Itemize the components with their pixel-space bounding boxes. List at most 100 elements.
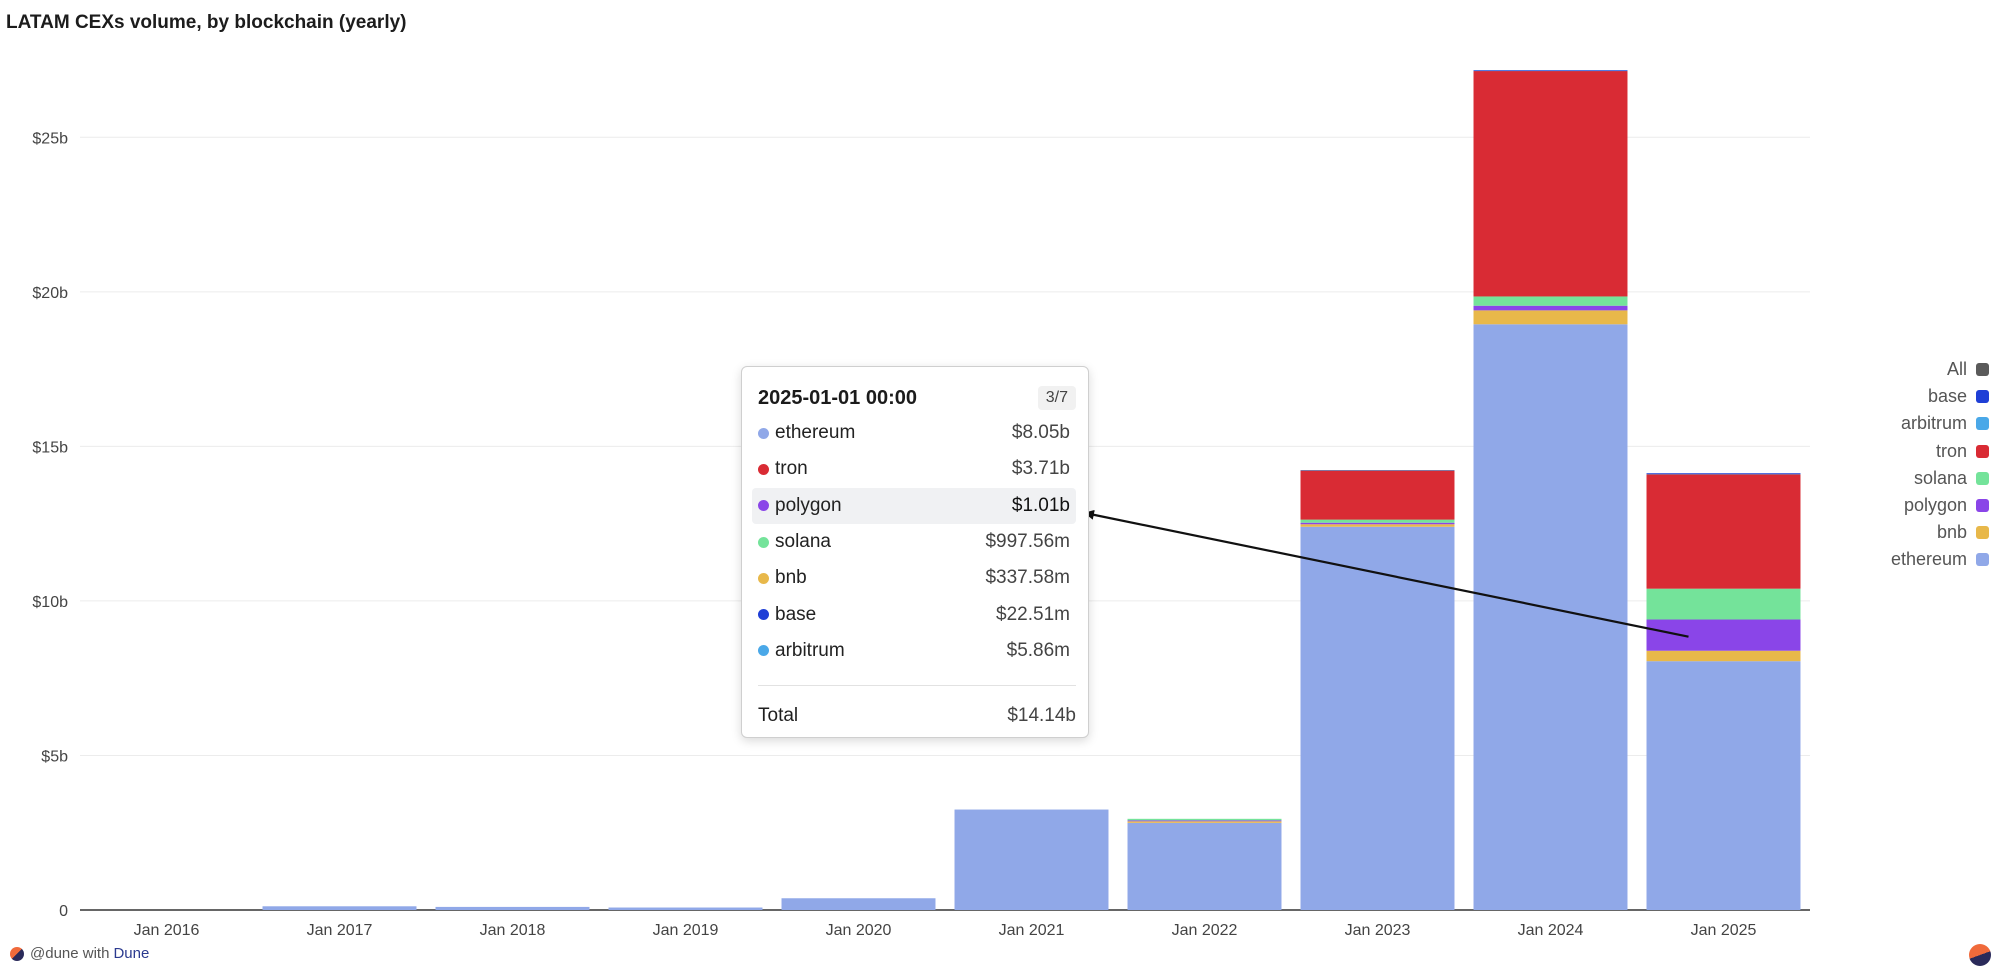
bar-segment-bnb[interactable] xyxy=(1300,524,1455,527)
bar-segment-bnb[interactable] xyxy=(1646,650,1801,662)
legend-swatch xyxy=(1976,417,1989,431)
x-tick-label: Jan 2016 xyxy=(134,922,200,939)
bar-segment-arbitrum[interactable] xyxy=(1646,473,1801,475)
legend-swatch xyxy=(1976,526,1989,540)
bar-segment-ethereum[interactable] xyxy=(781,898,936,910)
footer-prefix: @dune with xyxy=(30,945,110,962)
tooltip-series-value: $997.56m xyxy=(985,531,1070,553)
bar-segment-polygon[interactable] xyxy=(1646,619,1801,651)
tooltip-row-polygon: polygon $1.01b xyxy=(752,487,1076,524)
tooltip-row-arbitrum: arbitrum $5.86m xyxy=(752,633,1076,669)
legend-label: bnb xyxy=(1936,522,1967,543)
tooltip-series-name: solana xyxy=(775,531,831,553)
tooltip-pager[interactable]: 3/7 xyxy=(1037,386,1076,410)
x-tick-label: Jan 2022 xyxy=(1172,922,1238,939)
bar-segment-solana[interactable] xyxy=(1646,588,1801,620)
y-tick-label: 0 xyxy=(59,903,68,920)
tooltip-series-name: base xyxy=(775,603,817,625)
legend-swatch xyxy=(1976,553,1989,567)
footer-attribution: @dune with Dune xyxy=(10,945,149,962)
bar-segment-tron[interactable] xyxy=(1300,470,1455,520)
tooltip-total-label: Total xyxy=(758,705,799,727)
tooltip-total: Total $14.14b xyxy=(758,686,1076,746)
tooltip-series-name: arbitrum xyxy=(775,639,845,661)
bar-segment-base[interactable] xyxy=(1646,473,1801,474)
tooltip-series-name: ethereum xyxy=(775,422,856,444)
chart-title: LATAM CEXs volume, by blockchain (yearly… xyxy=(6,12,407,33)
series-dot-icon xyxy=(758,463,769,475)
legend-swatch xyxy=(1976,390,1989,404)
legend-label: polygon xyxy=(1903,495,1967,516)
x-tick-label: Jan 2020 xyxy=(826,922,892,939)
y-tick-label: $10b xyxy=(32,594,68,611)
bar-segment-polygon[interactable] xyxy=(1127,820,1282,822)
legend-item-arbitrum[interactable]: arbitrum xyxy=(1829,410,1989,437)
legend-swatch xyxy=(1976,499,1989,513)
legend-label: arbitrum xyxy=(1900,413,1967,434)
tooltip-series-name: bnb xyxy=(775,567,807,589)
dune-logo-icon xyxy=(10,946,24,961)
bar-segment-bnb[interactable] xyxy=(1127,821,1282,823)
footer-brand-link[interactable]: Dune xyxy=(113,945,150,962)
tooltip-row-bnb: bnb $337.58m xyxy=(752,560,1076,596)
tooltip-series-name: polygon xyxy=(775,494,842,516)
annotation-arrow xyxy=(1084,509,1689,638)
series-dot-icon xyxy=(758,427,769,439)
tooltip-series-value: $3.71b xyxy=(1011,458,1070,480)
legend-item-solana[interactable]: solana xyxy=(1829,465,1989,492)
x-tick-label: Jan 2021 xyxy=(999,922,1065,939)
bar-segment-tron[interactable] xyxy=(1473,70,1628,297)
bar-segment-ethereum[interactable] xyxy=(608,907,763,910)
tooltip-date: 2025-01-01 00:00 xyxy=(758,386,918,409)
bar-segment-polygon[interactable] xyxy=(1300,522,1455,525)
x-tick-label: Jan 2018 xyxy=(480,922,546,939)
bar-segment-bnb[interactable] xyxy=(1473,310,1628,325)
bar-segment-solana[interactable] xyxy=(1473,296,1628,306)
tooltip-total-value: $14.14b xyxy=(1007,705,1076,727)
tooltip-series-value: $1.01b xyxy=(1011,494,1070,516)
tooltip-series-value: $22.51m xyxy=(996,603,1070,625)
legend-item-polygon[interactable]: polygon xyxy=(1829,492,1989,519)
series-dot-icon xyxy=(758,645,769,657)
bar-segment-ethereum[interactable] xyxy=(435,906,590,910)
legend-label: base xyxy=(1927,386,1967,407)
legend-item-ethereum[interactable]: ethereum xyxy=(1829,546,1989,573)
bar-segment-solana[interactable] xyxy=(1300,519,1455,523)
bar-segment-polygon[interactable] xyxy=(1473,305,1628,311)
bar-segment-solana[interactable] xyxy=(1127,818,1282,821)
legend-swatch xyxy=(1976,363,1989,377)
tooltip-divider xyxy=(758,685,1076,687)
y-tick-label: $25b xyxy=(32,130,68,147)
y-tick-label: $20b xyxy=(32,285,68,302)
bar-segment-ethereum[interactable] xyxy=(1300,526,1455,910)
legend-item-base[interactable]: base xyxy=(1829,383,1989,410)
legend-label: solana xyxy=(1913,467,1967,488)
dune-corner-logo-icon[interactable] xyxy=(1969,944,1991,966)
bar-segment-ethereum[interactable] xyxy=(1473,324,1628,911)
chart-legend: All base arbitrum tron solana polygon bnb ether… xyxy=(1829,356,1989,574)
legend-item-all[interactable]: All xyxy=(1829,356,1989,383)
bar-segment-ethereum[interactable] xyxy=(954,809,1109,910)
bar-segment-ethereum[interactable] xyxy=(1127,822,1282,910)
tooltip-row-solana: solana $997.56m xyxy=(752,524,1076,560)
series-dot-icon xyxy=(758,609,769,621)
x-tick-label: Jan 2023 xyxy=(1345,922,1411,939)
tooltip-row-ethereum: ethereum $8.05b xyxy=(752,415,1076,451)
tooltip-series-value: $337.58m xyxy=(985,567,1070,589)
bar-segment-tron[interactable] xyxy=(1646,473,1801,589)
legend-item-bnb[interactable]: bnb xyxy=(1829,519,1989,546)
bar-segment-arbitrum[interactable] xyxy=(1300,470,1455,471)
x-tick-label: Jan 2017 xyxy=(307,922,373,939)
series-dot-icon xyxy=(758,536,769,548)
bar-segment-base[interactable] xyxy=(1473,70,1628,71)
bar-segment-ethereum[interactable] xyxy=(1646,661,1801,910)
bar-segment-arbitrum[interactable] xyxy=(1473,70,1628,72)
chart-tooltip: 2025-01-01 00:00 3/7 ethereum $8.05b tron $… xyxy=(741,366,1089,738)
legend-swatch xyxy=(1976,471,1989,485)
y-tick-label: $5b xyxy=(41,748,68,765)
legend-label: tron xyxy=(1935,440,1967,461)
bar-segment-ethereum[interactable] xyxy=(262,906,417,910)
x-tick-label: Jan 2024 xyxy=(1518,922,1584,939)
legend-label: All xyxy=(1946,359,1967,380)
legend-item-tron[interactable]: tron xyxy=(1829,438,1989,465)
